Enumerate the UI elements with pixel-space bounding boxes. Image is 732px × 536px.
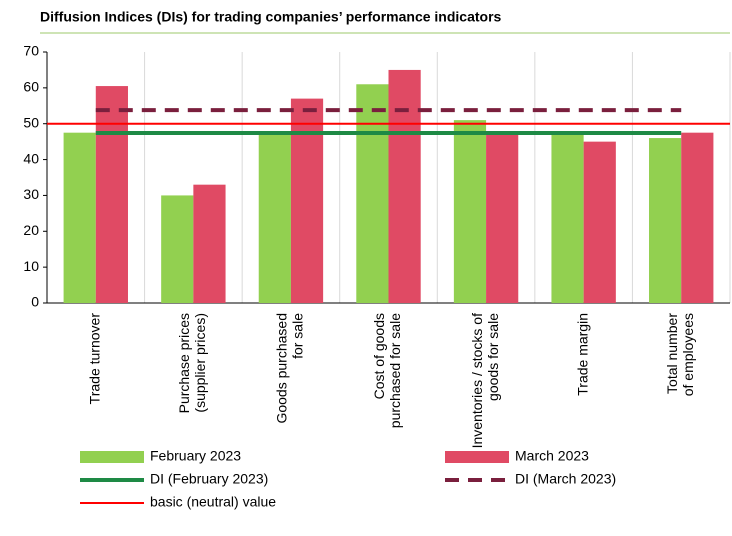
x-tick-label: Trade margin [574, 313, 590, 396]
bar [486, 134, 519, 303]
bar [551, 134, 584, 303]
legend-swatch [80, 451, 144, 463]
bar [193, 184, 226, 303]
bar [95, 86, 128, 303]
x-tick-label: Purchase prices [176, 313, 192, 413]
x-tick-label: Goods purchased [274, 313, 290, 424]
x-tick-label: for sale [290, 313, 306, 359]
legend-label: DI (March 2023) [515, 471, 616, 487]
y-tick-label: 20 [23, 222, 39, 238]
x-tick-label: Trade turnover [86, 313, 102, 405]
legend-label: basic (neutral) value [150, 494, 276, 510]
x-tick-label: purchased for sale [387, 313, 403, 428]
x-tick-label: goods for sale [485, 313, 501, 401]
bar [583, 141, 616, 303]
chart-title: Diffusion Indices (DIs) for trading comp… [40, 9, 502, 25]
y-tick-label: 30 [23, 186, 39, 202]
bar [258, 134, 291, 303]
legend-label: March 2023 [515, 448, 589, 464]
y-tick-label: 10 [23, 258, 39, 274]
bar [161, 195, 194, 303]
bar [453, 120, 487, 303]
y-tick-label: 0 [31, 294, 39, 310]
bar [388, 69, 421, 303]
bar [356, 84, 389, 304]
y-tick-label: 50 [23, 114, 39, 130]
x-tick-label: (supplier prices) [192, 313, 208, 413]
bar [649, 138, 682, 303]
bar [63, 132, 96, 303]
legend-swatch [445, 451, 509, 463]
x-tick-label: of employees [680, 313, 696, 396]
legend-label: February 2023 [150, 448, 241, 464]
x-tick-label: Cost of goods [371, 313, 387, 399]
y-tick-label: 60 [23, 79, 39, 95]
x-tick-label: Total number [664, 313, 680, 394]
bar [290, 98, 324, 303]
y-tick-label: 70 [23, 43, 39, 59]
legend-label: DI (February 2023) [150, 471, 268, 487]
x-tick-label: Inventories / stocks of [469, 313, 485, 449]
bar [681, 132, 714, 303]
y-tick-label: 40 [23, 150, 39, 166]
